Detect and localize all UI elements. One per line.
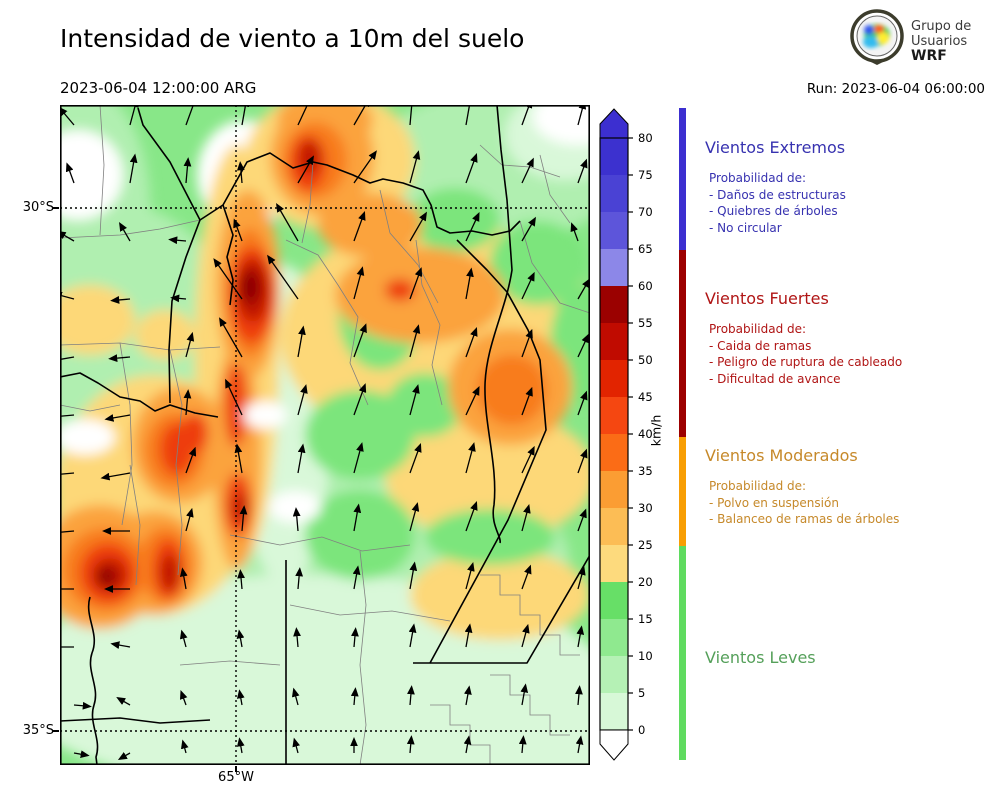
category-strip-segment — [679, 546, 686, 760]
svg-text:20: 20 — [638, 575, 653, 589]
category-item: - Quiebres de árboles — [709, 204, 838, 218]
category-strip-segment — [679, 108, 686, 250]
svg-text:80: 80 — [638, 131, 653, 145]
svg-text:45: 45 — [638, 390, 653, 404]
category-title: Vientos Moderados — [705, 446, 858, 465]
svg-text:30: 30 — [638, 501, 653, 515]
svg-text:15: 15 — [638, 612, 653, 626]
category-title: Vientos Fuertes — [705, 289, 829, 308]
category-intro: Probabilidad de: — [709, 322, 807, 336]
category-item: - Balanceo de ramas de árboles — [709, 512, 900, 526]
lat-tick-35s — [53, 730, 59, 732]
svg-text:35: 35 — [638, 464, 653, 478]
page-title: Intensidad de viento a 10m del suelo — [60, 24, 525, 53]
svg-text:40: 40 — [638, 427, 653, 441]
svg-text:25: 25 — [638, 538, 653, 552]
lat-label-30s: 30°S — [22, 200, 54, 215]
category-item: - Polvo en suspensión — [709, 495, 839, 510]
colorbar-unit-label: km/h — [648, 414, 664, 447]
category-intro: Probabilidad de: — [709, 479, 807, 493]
category-title: Vientos Extremos — [705, 138, 846, 157]
lat-label-35s: 35°S — [22, 723, 54, 738]
valid-datetime: 2023-06-04 12:00:00 ARG — [60, 79, 257, 97]
map-canvas — [60, 105, 590, 765]
lon-label-65w: 65°W — [218, 770, 254, 785]
svg-text:50: 50 — [638, 353, 653, 367]
logo-line3: WRF — [911, 47, 947, 64]
logo-line2: Usuarios — [911, 33, 968, 49]
svg-text:5: 5 — [638, 686, 645, 700]
svg-text:60: 60 — [638, 279, 653, 293]
legend-vientos-fuertes: Vientos Fuertes Probabilidad de: - Caida… — [705, 289, 995, 387]
wrf-group-logo: Grupo de Usuarios WRF — [849, 9, 995, 73]
category-intro: Probabilidad de: — [709, 171, 807, 185]
svg-text:65: 65 — [638, 242, 653, 256]
category-strip-segment — [679, 437, 686, 546]
category-strip-segment — [679, 250, 686, 437]
legend-vientos-moderados: Vientos Moderados Probabilidad de: - Pol… — [705, 446, 995, 528]
category-color-strip — [679, 108, 686, 760]
category-item: - Daños de estructuras — [709, 187, 846, 202]
category-item: - No circular — [709, 220, 782, 235]
svg-text:70: 70 — [638, 205, 653, 219]
logo-text: Grupo de Usuarios WRF — [911, 19, 971, 64]
svg-text:0: 0 — [638, 723, 645, 737]
legend-vientos-leves: Vientos Leves — [705, 648, 995, 667]
lon-tick-65w — [235, 766, 237, 772]
svg-text:55: 55 — [638, 316, 653, 330]
category-item: - Peligro de ruptura de cableado — [709, 355, 903, 369]
svg-text:10: 10 — [638, 649, 653, 663]
logo-line1: Grupo de — [911, 18, 972, 34]
svg-text:75: 75 — [638, 168, 653, 182]
colorbar: 80 75 70 65 60 55 50 45 40 35 30 25 20 15 10 5 0 — [599, 106, 674, 770]
legend-vientos-extremos: Vientos Extremos Probabilidad de: - Daño… — [705, 138, 995, 236]
model-run-label: Run: 2023-06-04 06:00:00 — [806, 81, 985, 97]
category-title: Vientos Leves — [705, 648, 816, 667]
wind-intensity-map — [60, 105, 590, 765]
category-item: - Dificultad de avance — [709, 371, 841, 386]
globe-emblem-icon — [849, 9, 905, 73]
category-item: - Caida de ramas — [709, 338, 812, 353]
lat-tick-30s — [53, 207, 59, 209]
